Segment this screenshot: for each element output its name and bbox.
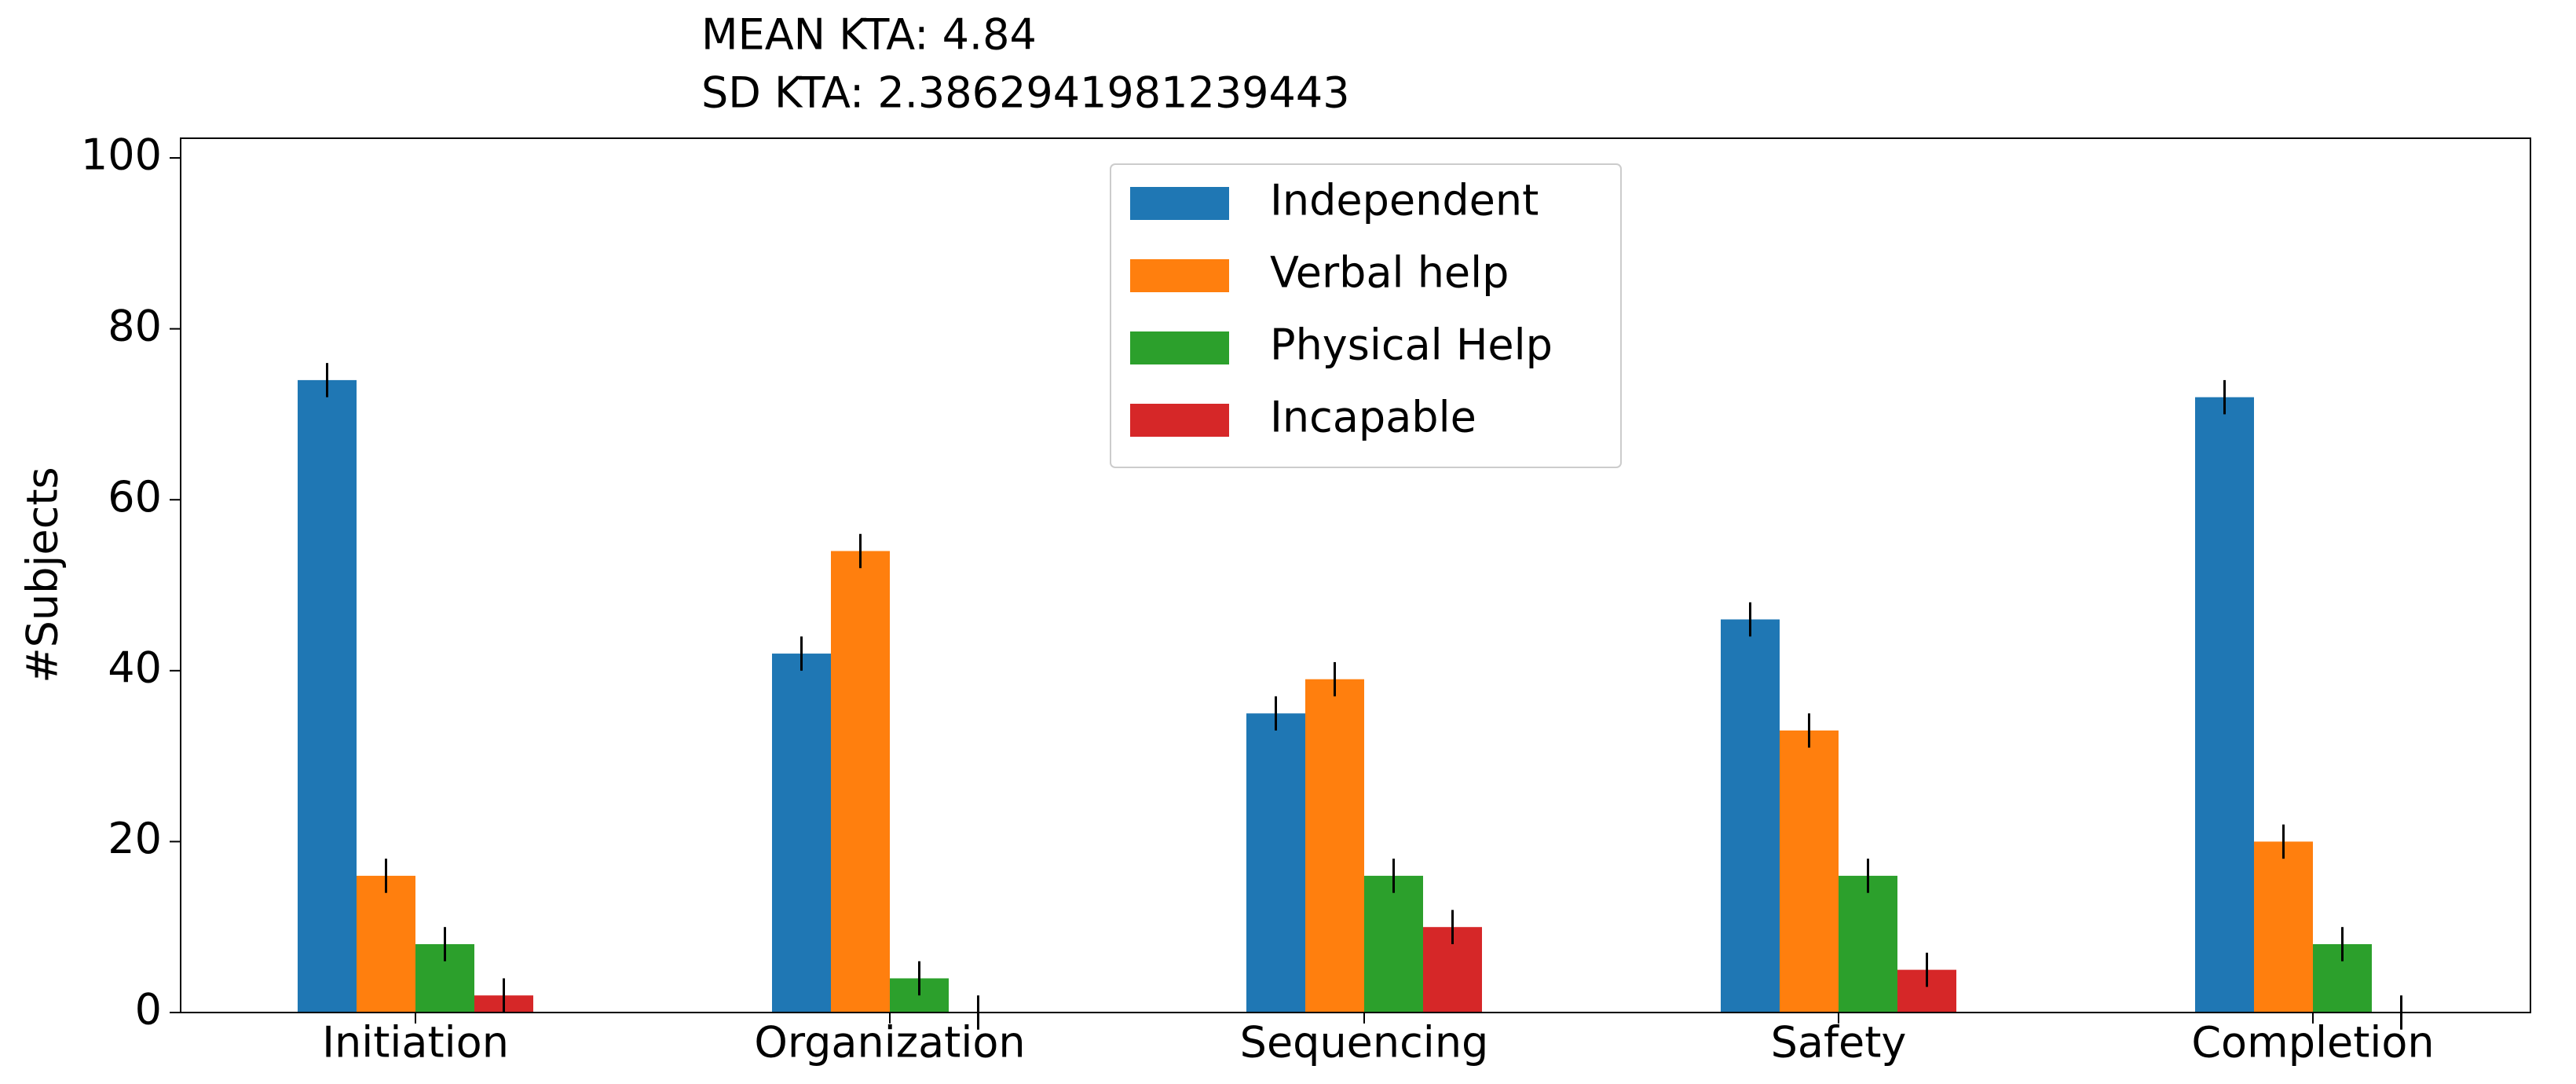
- y-tick-label: 100: [81, 130, 162, 180]
- legend-swatch: [1130, 259, 1229, 292]
- plot-frame: [180, 137, 2531, 1013]
- x-tick-label: Sequencing: [1240, 1018, 1489, 1068]
- legend-swatch: [1130, 331, 1229, 364]
- legend-swatch: [1130, 187, 1229, 220]
- y-tick-label: 40: [108, 643, 162, 692]
- x-tick-label: Completion: [2191, 1018, 2434, 1068]
- bar: [1721, 619, 1780, 1013]
- bar: [772, 654, 831, 1013]
- bar: [2254, 841, 2313, 1013]
- bar: [1305, 679, 1364, 1013]
- y-tick-label: 60: [108, 472, 162, 522]
- y-tick-label: 80: [108, 301, 162, 350]
- bar: [1246, 713, 1305, 1013]
- bar: [1364, 875, 1423, 1013]
- x-tick-label: Initiation: [322, 1018, 509, 1068]
- bar: [831, 551, 890, 1013]
- y-tick-label: 0: [135, 985, 162, 1035]
- legend-label: Incapable: [1270, 393, 1476, 442]
- chart-title: MEAN KTA: 4.84: [701, 10, 1037, 60]
- legend-swatch: [1130, 404, 1229, 437]
- bar: [357, 875, 415, 1013]
- bar: [1780, 730, 1839, 1013]
- bar: [1839, 875, 1897, 1013]
- legend-label: Independent: [1270, 176, 1539, 225]
- x-tick-label: Organization: [754, 1018, 1025, 1068]
- y-tick-label: 20: [108, 814, 162, 863]
- legend-label: Verbal help: [1270, 248, 1509, 298]
- bar: [298, 379, 357, 1013]
- chart-title: SD KTA: 2.3862941981239443: [701, 68, 1350, 118]
- y-axis-label: #Subjects: [18, 467, 68, 683]
- legend-box: [1110, 163, 1622, 468]
- legend-label: Physical Help: [1270, 320, 1553, 370]
- bar: [2195, 397, 2254, 1013]
- x-tick-label: Safety: [1771, 1018, 1907, 1068]
